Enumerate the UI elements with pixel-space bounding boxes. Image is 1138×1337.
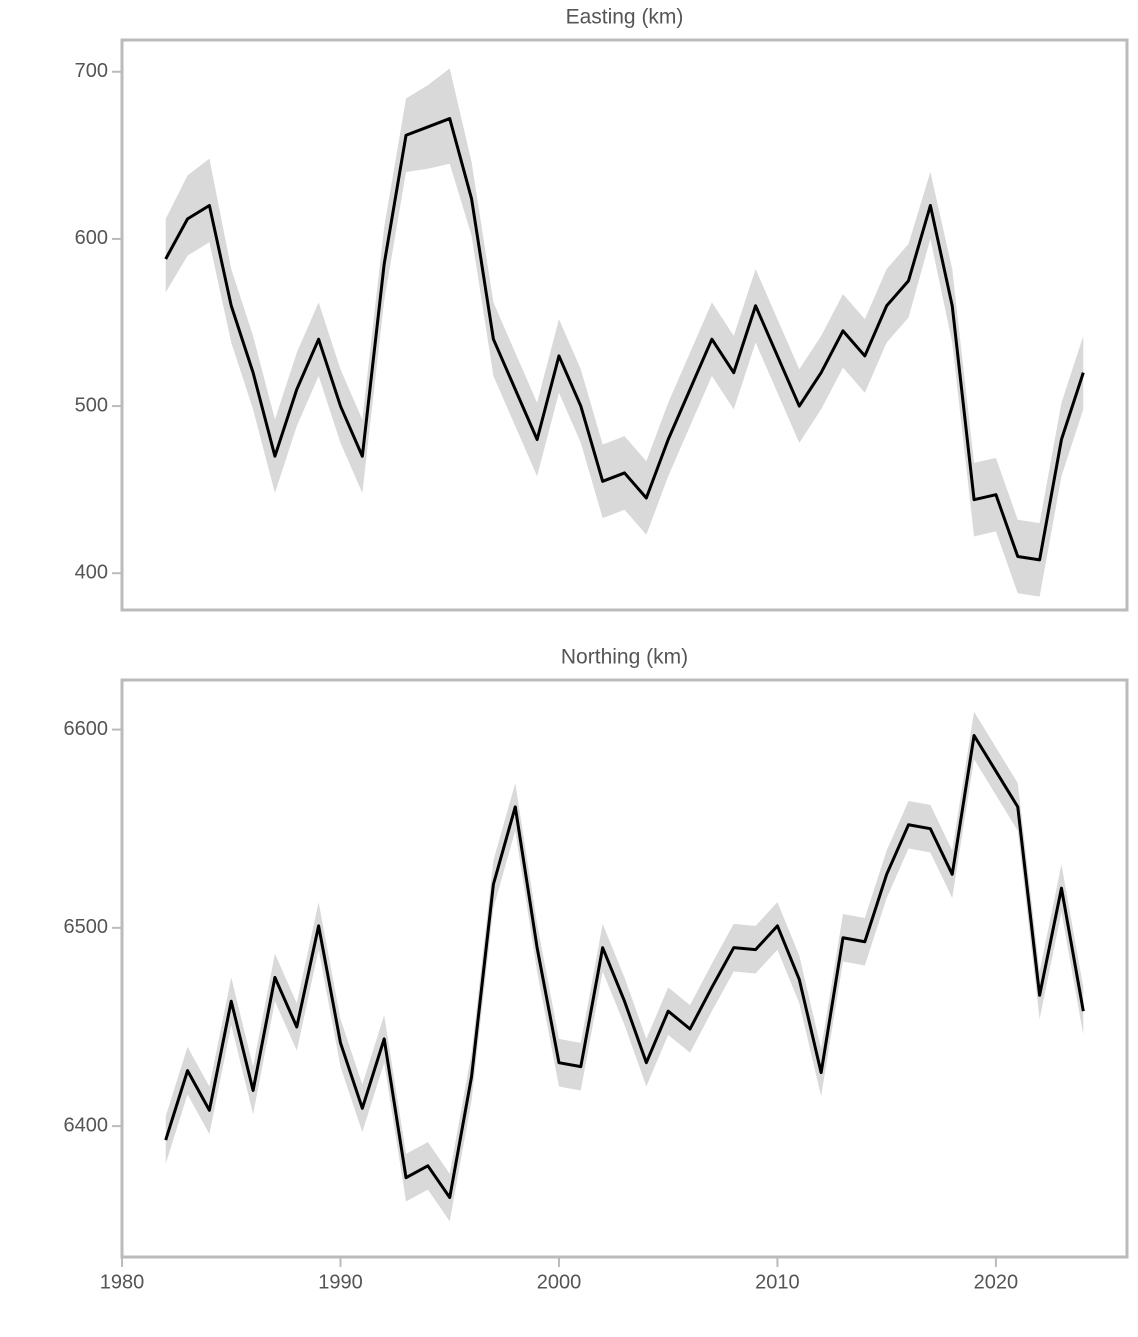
x-tick-label: 1990	[318, 1271, 363, 1293]
y-tick-label: 500	[75, 394, 108, 416]
y-tick-label: 6600	[64, 718, 109, 740]
x-tick-label: 2000	[537, 1271, 582, 1293]
y-tick-label: 6400	[64, 1114, 109, 1136]
confidence-band	[165, 68, 1084, 597]
plot-frame	[120, 678, 1129, 1259]
y-tick-label: 600	[75, 227, 108, 249]
line	[164, 734, 1085, 1200]
y-tick-label: 400	[75, 562, 108, 584]
x-tick-label: 1980	[100, 1271, 145, 1293]
chart-title: Easting (km)	[566, 6, 684, 29]
confidence-band	[165, 711, 1084, 1222]
x-tick-label: 2010	[755, 1271, 800, 1293]
chart-title: Northing (km)	[561, 646, 688, 669]
x-tick-label: 2020	[974, 1271, 1019, 1293]
y-tick-label: 700	[75, 60, 108, 82]
line	[164, 117, 1085, 562]
y-tick-label: 6500	[64, 916, 109, 938]
plot-frame	[120, 38, 1129, 612]
